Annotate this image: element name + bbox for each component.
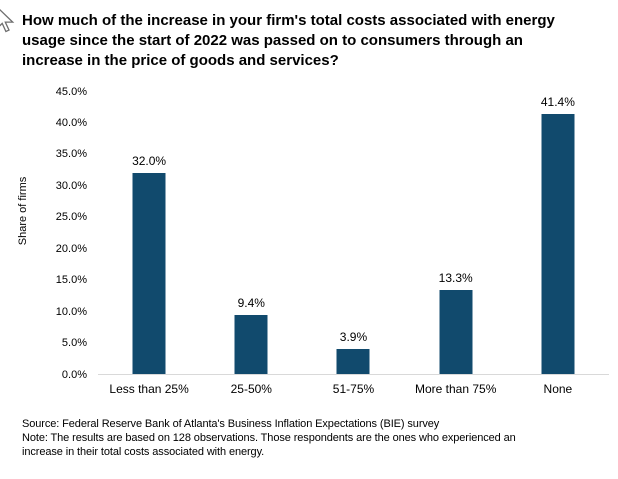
y-axis-tick-label: 5.0%	[61, 337, 87, 350]
y-axis-tick-label: 45.0%	[55, 85, 87, 98]
bar-column: 13.3% More than 75%	[405, 92, 507, 396]
bar	[541, 113, 575, 374]
bar-column: 9.4% 25-50%	[200, 92, 302, 396]
note-text-line: increase in their total costs associated…	[22, 446, 265, 458]
y-axis-tick-label: 35.0%	[55, 148, 87, 161]
chart-title: How much of the increase in your firm's …	[22, 11, 607, 71]
bar-value-label: 41.4%	[540, 94, 575, 109]
x-axis-category-label: More than 75%	[414, 382, 497, 396]
bar	[132, 172, 166, 374]
note-text-line: Note: The results are based on 128 obser…	[22, 432, 516, 444]
bar	[439, 290, 473, 374]
bar-value-label: 32.0%	[132, 153, 167, 168]
y-axis-tick-label: 40.0%	[55, 116, 87, 129]
mouse-pointer-icon	[0, 8, 15, 33]
y-axis-tick-label: 20.0%	[55, 242, 87, 255]
bar-chart-plot-area: 32.0% Less than 25% 9.4% 25-50% 3.9% 51-75% 13…	[98, 92, 609, 396]
chart-footer: Source: Federal Reserve Bank of Atlanta'…	[22, 417, 597, 459]
bar-value-label: 3.9%	[339, 330, 368, 345]
chart-title-line: How much of the increase in your firm's …	[22, 12, 555, 29]
x-axis-category-label: 51-75%	[332, 382, 375, 396]
y-axis-tick-label: 15.0%	[55, 274, 87, 287]
source-text: Source: Federal Reserve Bank of Atlanta'…	[22, 418, 440, 430]
x-axis-category-label: Less than 25%	[109, 382, 189, 396]
x-axis-category-label: 25-50%	[230, 382, 272, 396]
y-axis-tick-label: 10.0%	[55, 305, 87, 318]
bar-column: 41.4% None	[507, 92, 609, 396]
bar-value-label: 13.3%	[438, 271, 473, 286]
bar-column: 32.0% Less than 25%	[98, 92, 200, 396]
note-text: Note: The results are based on 128 obser…	[22, 431, 597, 459]
chart-title-line: usage since the start of 2022 was passed…	[22, 32, 523, 49]
chart-title-line: increase in the price of goods and servi…	[22, 52, 339, 69]
bar-value-label: 9.4%	[237, 295, 265, 310]
bar	[234, 314, 268, 374]
y-axis-tick-label: 25.0%	[55, 211, 87, 224]
bar	[336, 349, 370, 374]
y-axis-tick-label: 0.0%	[61, 368, 87, 381]
bar-column: 3.9% 51-75%	[302, 92, 404, 396]
y-axis-tick-label: 30.0%	[55, 179, 87, 192]
x-axis-category-label: None	[543, 382, 573, 396]
